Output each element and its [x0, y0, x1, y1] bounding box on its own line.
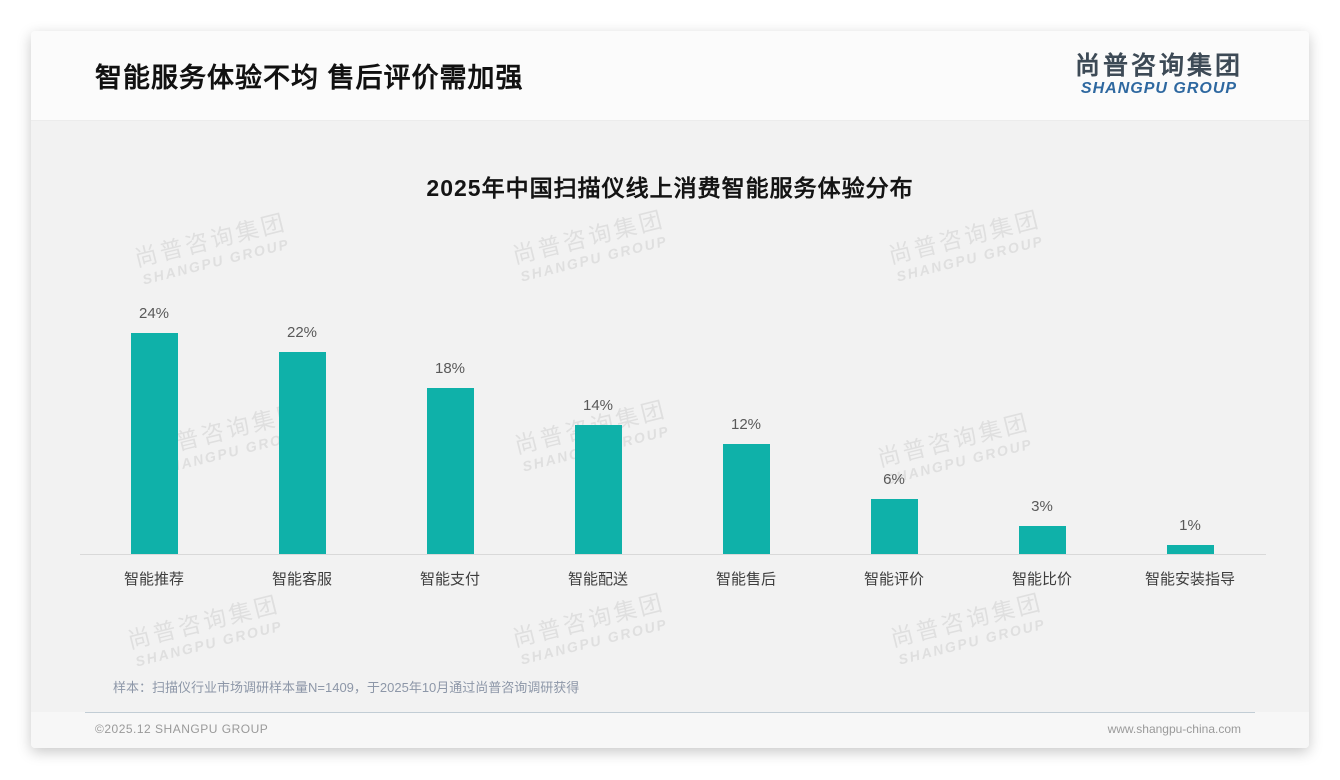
- bar: [870, 498, 918, 554]
- chart-title: 2025年中国扫描仪线上消费智能服务体验分布: [426, 175, 914, 201]
- bar-column: 12%: [672, 121, 820, 554]
- category-label: 智能配送: [567, 571, 628, 588]
- chart-panel: 尚普咨询集团 SHANGPU GROUP 尚普咨询集团 SHANGPU GROUP 尚普…: [31, 120, 1309, 712]
- company-logo: 尚普咨询集团 SHANGPU GROUP: [1075, 53, 1243, 98]
- bar: [1018, 526, 1066, 554]
- bar-value-label: 12%: [730, 415, 762, 433]
- slide-card: 智能服务体验不均 售后评价需加强 尚普咨询集团 SHANGPU GROUP 尚普…: [31, 31, 1309, 748]
- watermark-chinese: 尚普咨询集团: [124, 590, 283, 654]
- website-url: www.shangpu-china.com: [1107, 722, 1241, 736]
- x-axis-line: [80, 554, 1266, 555]
- bar-value-label: 3%: [1031, 498, 1053, 516]
- category-label: 智能推荐: [123, 571, 184, 588]
- bar-column: 3%: [968, 121, 1116, 554]
- bar-column: 1%: [1116, 121, 1264, 554]
- bar-value-label: 22%: [286, 323, 318, 341]
- x-axis-labels: 智能推荐 智能客服 智能支付 智能配送 智能售后 智能评价 智能比价 智能安装指导: [80, 568, 1264, 589]
- bar: [1166, 544, 1214, 554]
- category-label: 智能售后: [715, 571, 776, 588]
- bar-value-label: 14%: [582, 397, 614, 415]
- bar-value-label: 18%: [434, 360, 466, 378]
- bar-value-label: 24%: [138, 305, 170, 323]
- watermark-chinese: 尚普咨询集团: [509, 588, 668, 652]
- watermark-english: SHANGPU GROUP: [896, 615, 1048, 668]
- slide-header: 智能服务体验不均 售后评价需加强 尚普咨询集团 SHANGPU GROUP: [31, 31, 1309, 120]
- bar-column: 18%: [376, 121, 524, 554]
- category-label: 智能比价: [1011, 571, 1072, 588]
- bar-column: 14%: [524, 121, 672, 554]
- category-label: 智能安装指导: [1144, 571, 1235, 588]
- page-title: 智能服务体验不均 售后评价需加强: [95, 63, 524, 93]
- bar-column: 6%: [820, 121, 968, 554]
- logo-english-name: SHANGPU GROUP: [1080, 80, 1238, 98]
- category-label: 智能客服: [271, 571, 332, 588]
- bar: [722, 443, 770, 554]
- bar-value-label: 1%: [1179, 516, 1201, 534]
- bar: [130, 333, 178, 554]
- watermark-english: SHANGPU GROUP: [133, 617, 285, 670]
- watermark-english: SHANGPU GROUP: [518, 615, 670, 668]
- bar: [574, 425, 622, 554]
- bar: [278, 351, 326, 554]
- slide-footer: ©2025.12 SHANGPU GROUP www.shangpu-china…: [31, 712, 1309, 748]
- bar: [426, 388, 474, 554]
- watermark-chinese: 尚普咨询集团: [887, 588, 1046, 652]
- copyright-text: ©2025.12 SHANGPU GROUP: [95, 722, 269, 736]
- logo-chinese-name: 尚普咨询集团: [1074, 51, 1243, 80]
- bar-value-label: 6%: [883, 470, 905, 488]
- bar-column: 22%: [228, 121, 376, 554]
- bar-column: 24%: [80, 121, 228, 554]
- sample-note: 样本：扫描仪行业市场调研样本量N=1409，于2025年10月通过尚普咨询调研获…: [113, 680, 580, 695]
- category-label: 智能支付: [419, 571, 480, 588]
- footer-divider: [85, 712, 1255, 713]
- bar-chart: 24% 22% 18% 14% 12% 6% 3% 1%: [80, 121, 1264, 554]
- category-label: 智能评价: [863, 571, 924, 588]
